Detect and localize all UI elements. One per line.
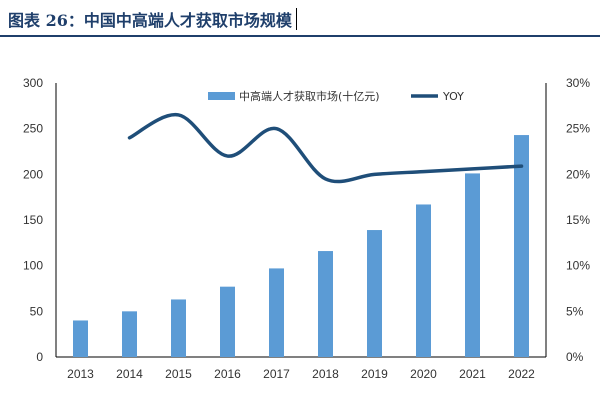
right-tick-label: 5% [566,304,584,318]
chart-title-bar: 图表 26：中国中高端人才获取市场规模 [0,0,600,37]
left-tick-label: 200 [23,167,43,181]
left-tick-label: 250 [23,122,43,136]
bar-2020 [416,204,431,357]
bar-2021 [465,173,480,357]
title-divider [0,35,600,37]
tick-labels: 0 50 100 150 200 250 300 0% 5% 10% 15% 20% 25% 30% 201… [23,76,590,381]
x-tick-label: 2019 [361,367,388,381]
left-tick-label: 0 [36,350,43,364]
right-tick-label: 30% [566,76,590,90]
right-tick-label: 10% [566,259,590,273]
yoy-line-series [127,113,524,184]
bar-2022 [514,135,529,357]
x-tick-label: 2020 [410,367,437,381]
x-tick-label: 2014 [116,367,143,381]
bar-2019 [367,230,382,357]
bar-2016 [220,286,235,357]
x-tick-label: 2013 [67,367,94,381]
left-tick-label: 100 [23,259,43,273]
chart-axes [55,83,547,358]
bar-2018 [318,251,333,357]
bar-2013 [73,320,88,357]
bar-2015 [171,299,186,357]
yoy-line [127,113,524,184]
legend-bar-swatch [208,92,235,100]
right-tick-label: 25% [566,122,590,136]
chart-title: 图表 26：中国中高端人才获取市场规模 [8,11,292,30]
x-tick-label: 2021 [459,367,486,381]
legend-line-label: YOY [442,90,464,103]
bar-series [73,135,529,357]
right-tick-label: 0% [566,350,584,364]
legend-bar-label: 中高端人才获取市场(十亿元) [239,89,380,103]
left-tick-label: 300 [23,76,43,90]
left-tick-label: 150 [23,213,43,227]
right-tick-label: 20% [566,167,590,181]
x-tick-label: 2017 [263,367,290,381]
legend: 中高端人才获取市场(十亿元) YOY [208,89,464,103]
text-cursor [296,8,297,30]
x-tick-label: 2022 [508,367,535,381]
x-tick-label: 2016 [214,367,241,381]
bar-2014 [122,311,137,357]
right-tick-label: 15% [566,213,590,227]
x-tick-label: 2018 [312,367,339,381]
left-tick-label: 50 [30,304,44,318]
x-tick-label: 2015 [165,367,192,381]
bar-2017 [269,268,284,357]
